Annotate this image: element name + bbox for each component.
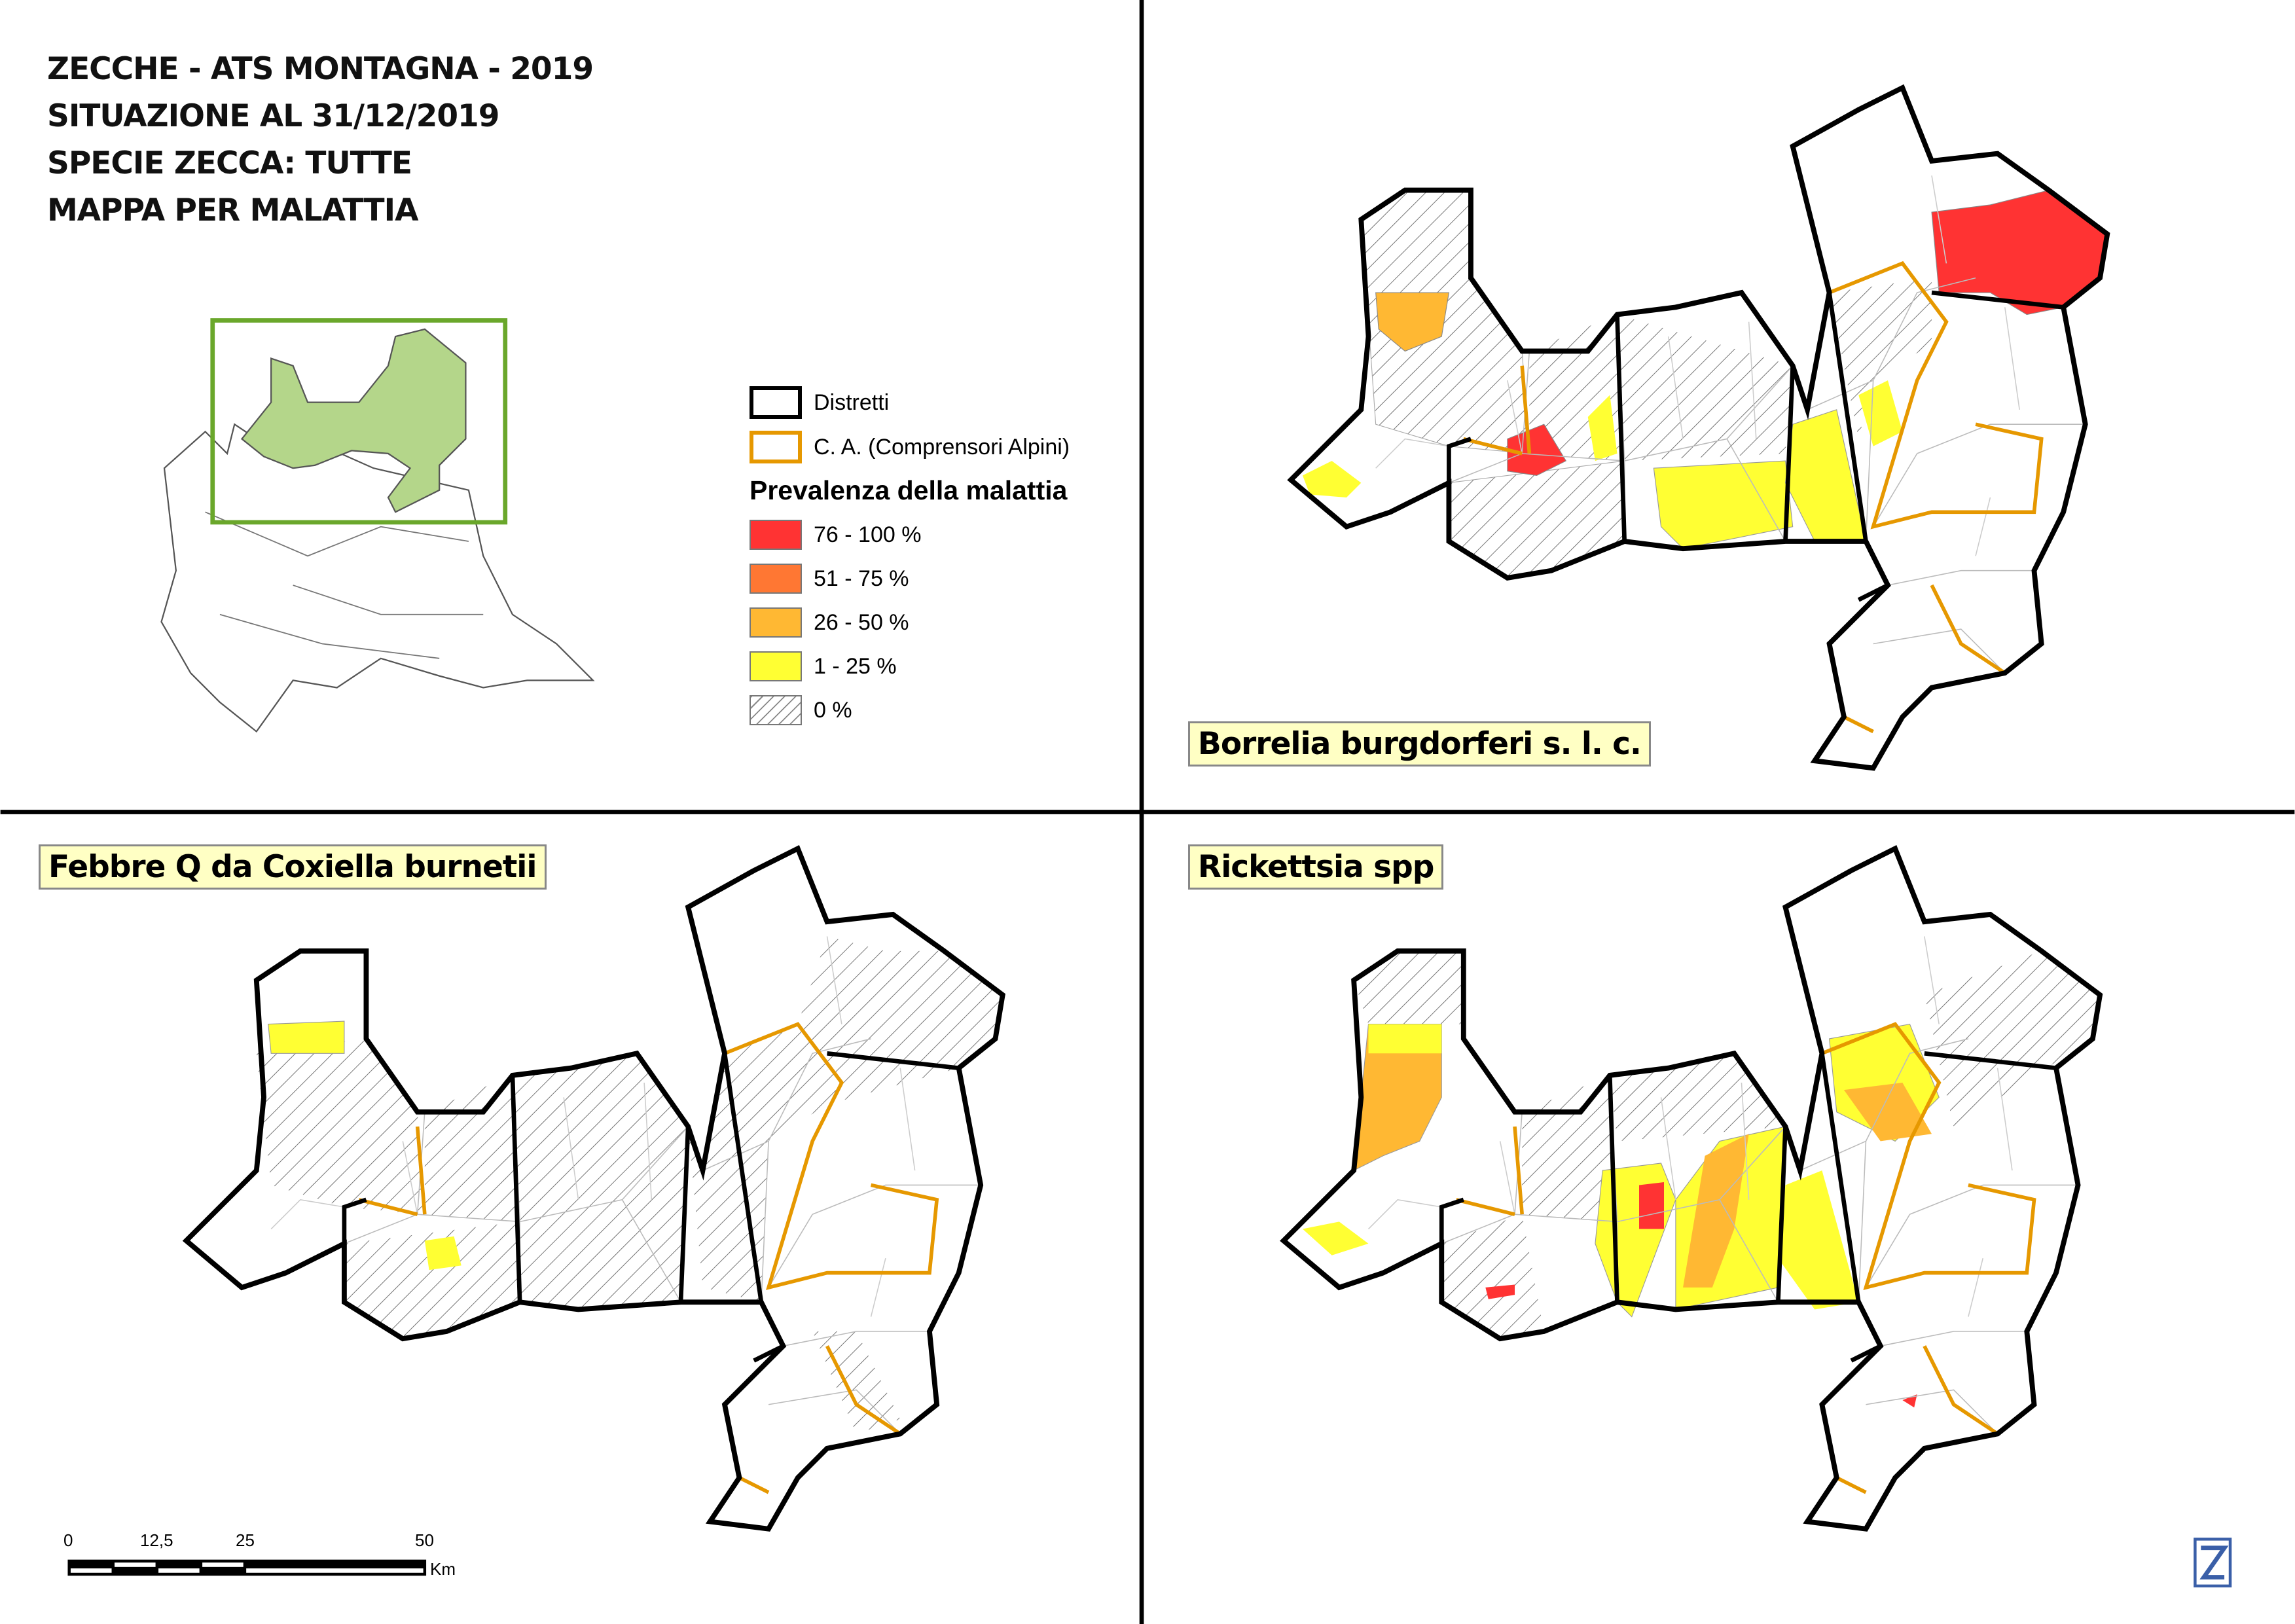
inset-frame bbox=[210, 318, 508, 525]
legend-distretti: Distretti bbox=[750, 386, 889, 419]
legend-label: 0 % bbox=[814, 697, 852, 723]
map-borrelia bbox=[1291, 88, 2107, 768]
ca-swatch bbox=[750, 431, 802, 463]
legend-class: 1 - 25 % bbox=[750, 651, 897, 681]
red-swatch bbox=[750, 520, 802, 550]
institute-logo bbox=[2194, 1538, 2232, 1588]
title-line-4: MAPPA PER MALATTIA bbox=[47, 192, 418, 228]
legend-ca: C. A. (Comprensori Alpini) bbox=[750, 431, 1070, 463]
light-orange-swatch bbox=[750, 607, 802, 638]
yellow-swatch bbox=[750, 651, 802, 681]
title-line-2: SITUAZIONE AL 31/12/2019 bbox=[47, 98, 499, 134]
scale-tick-12-5: 12,5 bbox=[140, 1530, 173, 1550]
scale-bar bbox=[67, 1559, 427, 1576]
orange-swatch bbox=[750, 564, 802, 594]
legend-label: C. A. (Comprensori Alpini) bbox=[814, 434, 1070, 460]
legend-label: 51 - 75 % bbox=[814, 566, 909, 591]
scale-unit: Km bbox=[430, 1559, 456, 1579]
inset-lombardy-map bbox=[160, 318, 595, 733]
legend-class: 26 - 50 % bbox=[750, 607, 909, 638]
map-febbre-q bbox=[187, 848, 1003, 1528]
scale-tick-25: 25 bbox=[236, 1530, 255, 1550]
legend-class: 51 - 75 % bbox=[750, 564, 909, 594]
title-line-1: ZECCHE - ATS MONTAGNA - 2019 bbox=[47, 51, 594, 87]
scale-tick-50: 50 bbox=[415, 1530, 434, 1550]
legend-label: Distretti bbox=[814, 389, 890, 415]
scale-tick-0: 0 bbox=[63, 1530, 73, 1550]
panel-label-rickettsia: Rickettsia spp bbox=[1188, 844, 1444, 890]
panel-label-borrelia: Borrelia burgdorferi s. l. c. bbox=[1188, 721, 1651, 767]
legend-class: 76 - 100 % bbox=[750, 520, 921, 550]
legend-heading: Prevalenza della malattia bbox=[750, 475, 1068, 505]
title-line-3: SPECIE ZECCA: TUTTE bbox=[47, 145, 412, 181]
ats-montagna-area bbox=[240, 328, 467, 513]
legend-class: 0 % bbox=[750, 695, 852, 725]
distretti-swatch bbox=[750, 386, 802, 419]
legend-label: 1 - 25 % bbox=[814, 653, 897, 679]
hatch-swatch bbox=[750, 695, 802, 725]
map-rickettsia bbox=[1284, 848, 2100, 1528]
legend-label: 26 - 50 % bbox=[814, 609, 909, 635]
panel-label-febbre-q: Febbre Q da Coxiella burnetii bbox=[39, 844, 547, 890]
legend-label: 76 - 100 % bbox=[814, 522, 922, 547]
